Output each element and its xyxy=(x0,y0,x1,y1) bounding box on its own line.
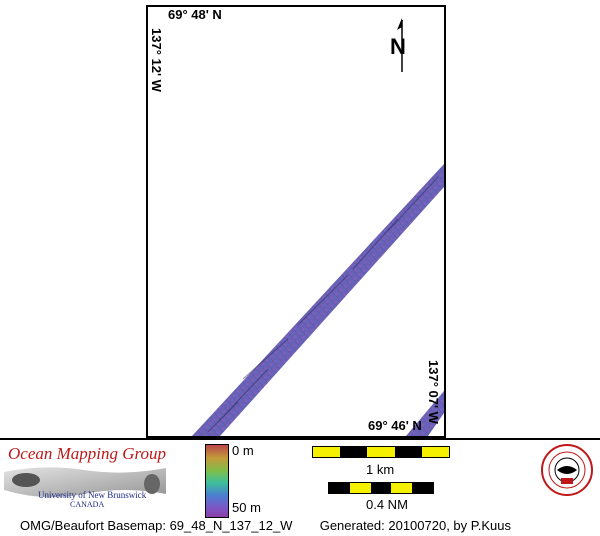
longitude-right-label: 137° 07' W xyxy=(426,360,441,424)
swath-corner xyxy=(406,391,444,436)
basemap-caption: OMG/Beaufort Basemap: 69_48_N_137_12_W xyxy=(20,518,293,533)
latitude-top-label: 69° 48' N xyxy=(168,7,222,22)
logo-university: University of New Brunswick xyxy=(38,490,147,500)
survey-swath xyxy=(192,164,444,436)
map-frame xyxy=(146,5,446,438)
map-caption: OMG/Beaufort Basemap: 69_48_N_137_12_W G… xyxy=(20,518,511,533)
ocean-mapping-group-logo: Ocean Mapping Group University of New Br… xyxy=(4,444,166,514)
longitude-left-label: 137° 12' W xyxy=(149,28,164,92)
scale-bar-km xyxy=(312,446,450,458)
scale-bar-nm xyxy=(328,482,434,494)
north-arrow-icon xyxy=(397,18,403,72)
latitude-bottom-label: 69° 46' N xyxy=(368,418,422,433)
scale-km-label: 1 km xyxy=(366,462,395,477)
depth-min-label: 0 m xyxy=(232,443,254,458)
scale-nm-label: 0.4 NM xyxy=(366,497,408,512)
seal-logo xyxy=(541,444,593,496)
logo-country: CANADA xyxy=(70,500,105,509)
footer-divider xyxy=(0,438,600,440)
generated-caption: Generated: 20100720, by P.Kuus xyxy=(319,518,512,533)
logo-title: Ocean Mapping Group xyxy=(8,444,167,463)
depth-max-label: 50 m xyxy=(232,500,261,515)
north-letter: N xyxy=(390,34,406,59)
logo-seafloor-image xyxy=(4,467,166,498)
depth-colorbar xyxy=(205,444,229,518)
